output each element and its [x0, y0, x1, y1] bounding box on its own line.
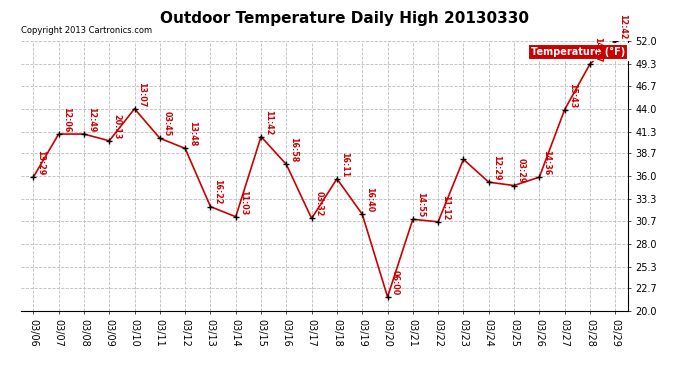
Text: 14:36: 14:36	[542, 150, 551, 176]
Text: 16:22: 16:22	[213, 180, 222, 205]
Text: 16:40: 16:40	[365, 187, 374, 213]
Text: 11:12: 11:12	[441, 195, 450, 220]
Text: 13:07: 13:07	[137, 82, 146, 107]
Text: 13:29: 13:29	[37, 150, 46, 176]
Text: 12:49: 12:49	[87, 107, 96, 132]
Text: 13:48: 13:48	[188, 122, 197, 147]
Text: 14:55: 14:55	[416, 192, 425, 217]
Text: 16:11: 16:11	[340, 152, 349, 177]
Text: Temperature (°F): Temperature (°F)	[531, 46, 625, 57]
Text: Copyright 2013 Cartronics.com: Copyright 2013 Cartronics.com	[21, 26, 152, 35]
Text: 03:29: 03:29	[517, 159, 526, 184]
Text: 16:58: 16:58	[289, 137, 298, 163]
Text: 12:42: 12:42	[618, 14, 627, 40]
Text: 03:45: 03:45	[163, 111, 172, 136]
Text: Outdoor Temperature Daily High 20130330: Outdoor Temperature Daily High 20130330	[161, 11, 529, 26]
Text: 11:03: 11:03	[239, 190, 248, 215]
Text: 03:32: 03:32	[315, 191, 324, 217]
Text: 12:29: 12:29	[492, 155, 501, 180]
Text: 12:06: 12:06	[61, 107, 70, 132]
Text: 14:27: 14:27	[593, 37, 602, 62]
Text: 11:42: 11:42	[264, 110, 273, 135]
Text: 20:13: 20:13	[112, 114, 121, 139]
Text: 15:43: 15:43	[568, 82, 577, 108]
Text: 06:00: 06:00	[391, 270, 400, 295]
